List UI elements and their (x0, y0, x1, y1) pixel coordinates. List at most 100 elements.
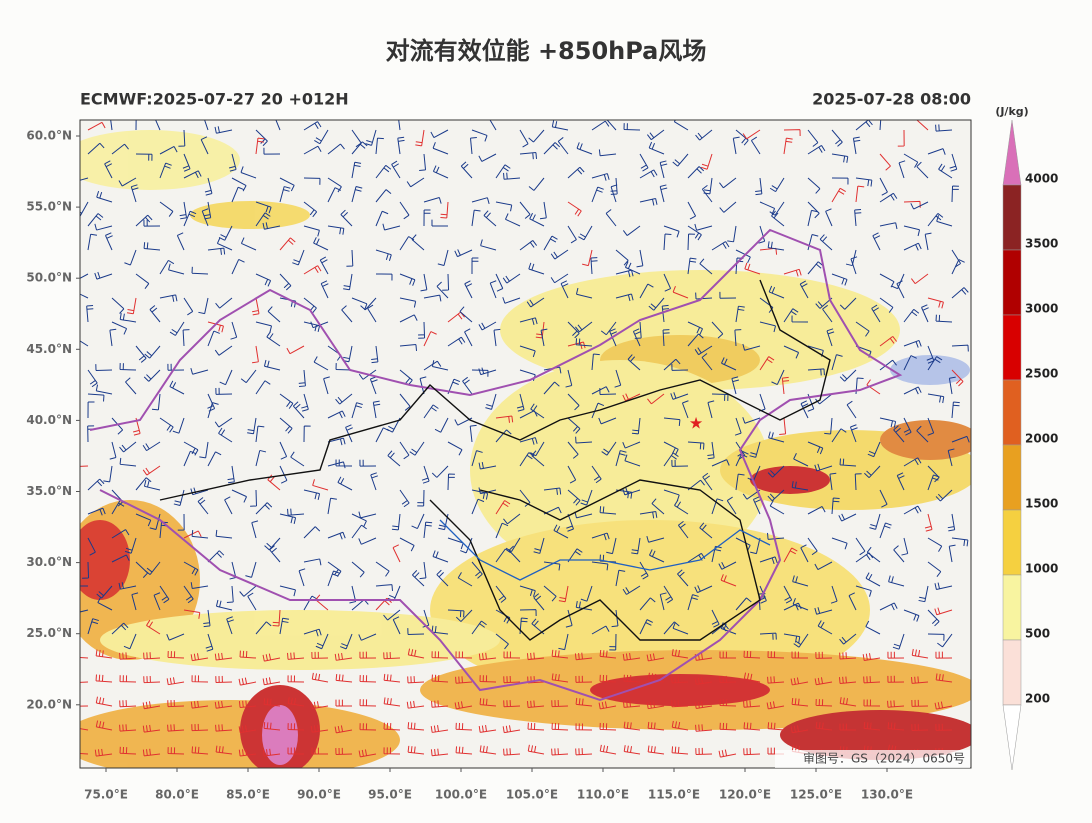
wind-barb (255, 449, 267, 467)
wind-barb (719, 291, 737, 299)
wind-barb (519, 201, 531, 219)
wind-barb (897, 129, 905, 147)
wind-barb (327, 437, 346, 446)
wind-barb (392, 616, 401, 635)
wind-barb (207, 451, 222, 467)
wind-barb (711, 459, 730, 467)
wind-barb (471, 369, 489, 377)
wind-barb (600, 321, 617, 336)
wind-barb (407, 676, 425, 684)
wind-barb (551, 699, 569, 708)
wind-barb (951, 537, 969, 547)
wind-barb (947, 448, 955, 467)
wind-barb (303, 145, 322, 155)
title: 对流有效位能 +850hPa风场 (386, 37, 707, 65)
wind-barb (567, 489, 581, 506)
wind-barb (119, 746, 137, 755)
wind-barb (460, 161, 473, 179)
wind-barb (807, 209, 818, 227)
wind-barb (879, 120, 882, 131)
wind-barb (791, 315, 809, 323)
wind-barb (135, 153, 153, 161)
wind-barb (863, 721, 881, 731)
wind-barb (759, 632, 777, 640)
wind-barb (720, 574, 737, 587)
wind-barb (215, 297, 233, 309)
wind-barb (431, 674, 449, 683)
wind-barb (662, 329, 670, 347)
cape-shading (80, 130, 971, 768)
wind-barb (436, 569, 449, 587)
wind-barb (255, 380, 271, 395)
wind-barb (687, 233, 695, 251)
wind-barb (96, 191, 113, 203)
wind-barb (838, 513, 857, 522)
wind-barb (205, 633, 214, 652)
wind-barb (578, 225, 593, 241)
wind-barb (421, 465, 430, 484)
wind-barb (167, 724, 185, 732)
wind-barb (947, 513, 956, 532)
wind-barb (315, 594, 329, 611)
wind-barb (924, 232, 932, 251)
wind-barb (279, 617, 290, 635)
wind-barb (591, 561, 609, 571)
wind-barb (436, 281, 449, 299)
wind-barb (575, 675, 593, 683)
wind-barb (872, 232, 881, 251)
wind-barb (80, 585, 89, 587)
wind-barb (279, 177, 295, 192)
wind-barb (927, 356, 943, 371)
wind-barb (783, 547, 798, 563)
wind-barb (879, 602, 898, 611)
wind-barb (927, 474, 940, 491)
wind-barb (167, 699, 185, 708)
wind-barb (750, 136, 761, 155)
wind-barb (143, 652, 161, 660)
wind-barb (911, 723, 929, 731)
wind-barb (495, 500, 511, 515)
lat-label: 30.0°N (26, 555, 72, 569)
colorbar: 4000 3500 3000 2500 2000 1500 1000 500 200 (1002, 119, 1058, 771)
wind-barb (341, 305, 353, 323)
wind-barb (938, 163, 953, 179)
wind-barb (670, 392, 689, 400)
wind-barb (632, 328, 641, 347)
wind-barb (485, 393, 497, 410)
wind-barb (831, 273, 848, 286)
wind-barb (896, 280, 905, 299)
wind-barb (495, 273, 504, 292)
wind-barb (495, 415, 514, 423)
wind-barb (615, 269, 634, 278)
wind-barb (647, 745, 665, 755)
wind-barb (399, 236, 415, 251)
wind-barb (831, 177, 849, 185)
wind-barb (591, 386, 610, 395)
wind-barb (319, 256, 329, 275)
wind-barb (94, 223, 113, 231)
wind-barb (471, 129, 488, 142)
wind-barb (375, 584, 394, 591)
wind-barb (681, 400, 689, 419)
wind-barb (815, 651, 833, 659)
wind-barb (327, 225, 345, 235)
wind-barb (447, 336, 466, 347)
wind-barb (423, 521, 433, 539)
wind-barb (351, 161, 362, 179)
wind-barb (672, 153, 689, 167)
wind-barb (464, 280, 473, 299)
wind-barb (269, 545, 281, 563)
colorbar-label: 2000 (1025, 432, 1058, 446)
wind-barbs (80, 120, 970, 758)
wind-barb (533, 593, 545, 611)
wind-barb (551, 722, 569, 731)
wind-barb (111, 529, 130, 539)
wind-barb (687, 225, 702, 241)
wind-barb (303, 201, 318, 218)
wind-barb (95, 384, 113, 395)
wind-barb (454, 249, 473, 258)
wind-barb (727, 225, 737, 243)
wind-barb (303, 558, 322, 566)
wind-barb (387, 450, 401, 467)
wind-barb (104, 160, 113, 179)
